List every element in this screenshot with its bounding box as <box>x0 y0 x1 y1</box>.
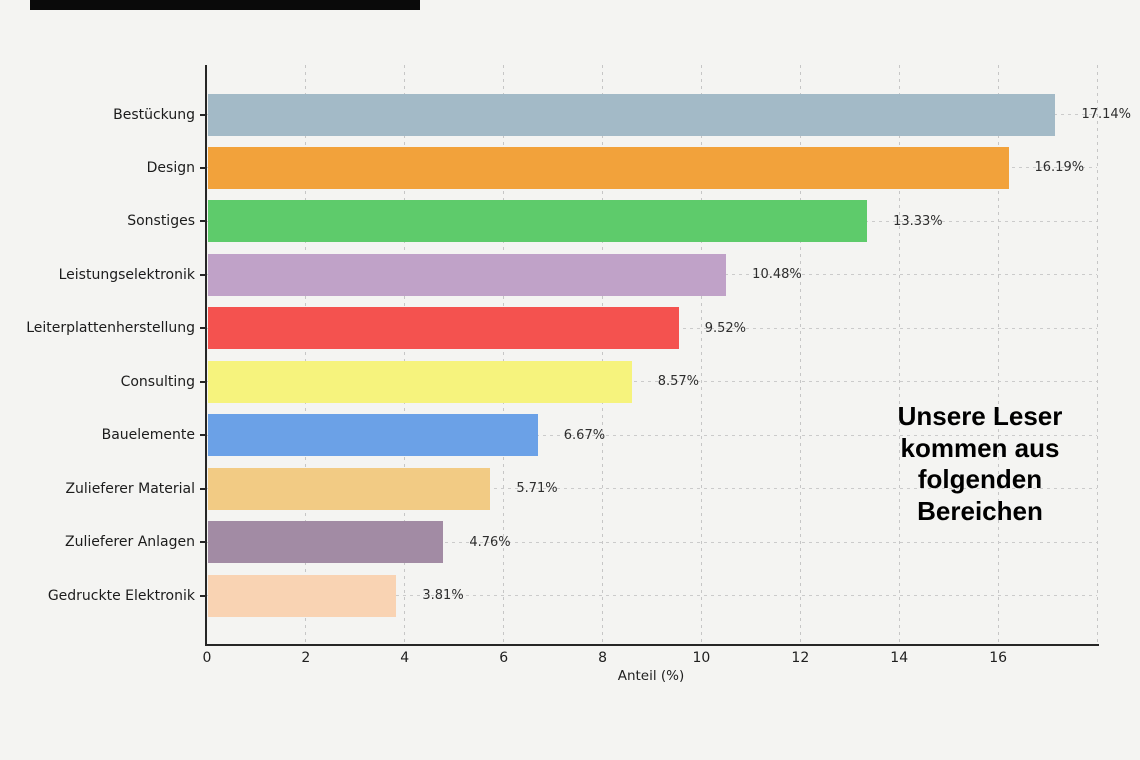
y-tick <box>200 434 206 437</box>
cropped-top-black-bar <box>30 0 420 10</box>
bar <box>208 414 538 457</box>
bar <box>208 307 679 350</box>
value-label: 10.48% <box>752 267 802 283</box>
category-label: Consulting <box>120 373 195 390</box>
x-gridline <box>997 65 999 644</box>
y-tick <box>200 166 206 169</box>
value-label: 6.67% <box>563 427 606 443</box>
x-tick-label: 12 <box>791 650 810 666</box>
y-gridline <box>207 488 1097 490</box>
x-gridline <box>503 65 505 644</box>
category-label: Bauelemente <box>101 427 195 444</box>
x-gridline <box>799 65 801 644</box>
value-label: 16.19% <box>1034 160 1085 176</box>
category-label: Sonstiges <box>127 213 195 230</box>
value-label: 8.57% <box>657 374 700 390</box>
bar <box>208 574 397 617</box>
x-axis-line <box>205 644 1099 646</box>
value-label: 9.52% <box>704 320 747 336</box>
y-tick <box>200 541 206 544</box>
value-label: 3.81% <box>422 588 464 604</box>
y-gridline <box>207 595 1097 597</box>
annotation-text: Unsere Leser kommen aus folgenden Bereic… <box>897 401 1063 526</box>
category-label: Bestückung <box>113 106 195 123</box>
y-gridline <box>207 541 1097 543</box>
value-label: 17.14% <box>1081 107 1132 122</box>
x-tick-label: 2 <box>301 650 311 666</box>
y-gridline <box>207 381 1097 383</box>
x-tick-label: 16 <box>989 650 1008 666</box>
y-tick <box>200 113 206 116</box>
x-tick-label: 14 <box>890 650 909 666</box>
y-tick <box>200 327 206 330</box>
y-tick <box>200 487 206 490</box>
x-gridline <box>1096 65 1098 644</box>
y-gridline <box>207 434 1097 436</box>
x-tick-label: 10 <box>692 650 711 666</box>
x-gridline <box>602 65 604 644</box>
x-gridline <box>700 65 702 644</box>
x-gridline <box>305 65 307 644</box>
value-label: 4.76% <box>469 534 511 550</box>
x-tick-label: 0 <box>202 650 212 666</box>
y-axis-line <box>205 65 207 646</box>
bar <box>208 253 727 296</box>
x-axis-title: Anteil (%) <box>617 668 685 684</box>
category-label: Zulieferer Anlagen <box>65 534 195 551</box>
x-gridline <box>898 65 900 644</box>
bar <box>208 93 1056 136</box>
category-label: Leiterplattenherstellung <box>26 320 195 337</box>
category-label: Leistungselektronik <box>58 266 195 283</box>
category-label: Zulieferer Material <box>65 480 195 497</box>
bar <box>208 200 868 243</box>
y-tick <box>200 380 206 383</box>
value-label: 5.71% <box>516 481 558 497</box>
bar <box>208 467 491 510</box>
x-tick-label: 4 <box>400 650 410 666</box>
y-tick <box>200 273 206 276</box>
bar <box>208 360 632 403</box>
x-tick-label: 6 <box>499 650 509 666</box>
x-gridline <box>404 65 406 644</box>
x-tick-label: 8 <box>598 650 607 666</box>
category-label: Gedruckte Elektronik <box>47 587 195 604</box>
category-label: Design <box>146 159 195 176</box>
bar <box>208 521 444 564</box>
value-label: 13.33% <box>893 213 943 229</box>
y-tick <box>200 220 206 223</box>
y-tick <box>200 594 206 597</box>
bar <box>208 146 1009 189</box>
